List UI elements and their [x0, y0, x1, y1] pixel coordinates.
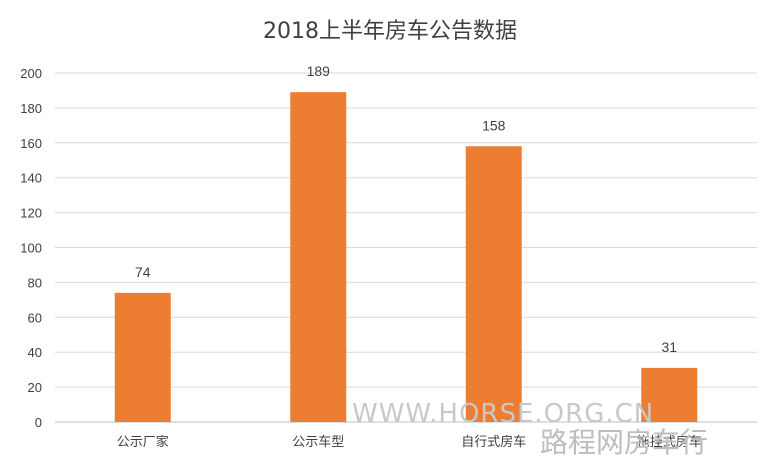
watermark-url: WWW.HORSE.ORG.CN	[352, 399, 654, 429]
y-tick-label: 100	[20, 241, 42, 256]
x-category-label: 拖挂式房车	[637, 434, 702, 450]
x-category-label: 公示厂家	[117, 434, 169, 450]
y-tick-label: 160	[20, 136, 42, 151]
data-label: 158	[482, 117, 506, 133]
y-tick-label: 0	[35, 415, 42, 430]
data-label: 74	[135, 264, 151, 280]
bar	[641, 367, 698, 422]
y-tick-label: 180	[20, 101, 42, 116]
watermark-text: 路程网房车行	[540, 426, 708, 459]
bar	[290, 92, 347, 422]
x-category-label: 公示车型	[292, 434, 344, 450]
watermark: WWW.HORSE.ORG.CN 路程网房车行	[352, 399, 708, 459]
data-labels: 74 189 158 31	[135, 63, 677, 355]
y-tick-label: 140	[20, 171, 42, 186]
y-tick-label: 120	[20, 206, 42, 221]
y-tick-label: 20	[28, 380, 42, 395]
y-tick-label: 80	[28, 275, 42, 290]
bar	[114, 292, 171, 422]
gridlines	[55, 72, 757, 423]
x-axis-categories: 公示厂家 公示车型 自行式房车 拖挂式房车	[117, 434, 702, 450]
x-category-label: 自行式房车	[461, 434, 526, 450]
bar	[465, 146, 522, 423]
y-tick-label: 40	[28, 345, 42, 360]
bars	[114, 92, 698, 423]
data-label: 31	[661, 339, 677, 355]
y-tick-label: 60	[28, 310, 42, 325]
y-axis-ticks: 0 20 40 60 80 100 120 140 160 180 200	[20, 66, 42, 430]
chart-title: 2018上半年房车公告数据	[263, 19, 517, 44]
data-label: 189	[307, 63, 331, 79]
y-tick-label: 200	[20, 66, 42, 81]
